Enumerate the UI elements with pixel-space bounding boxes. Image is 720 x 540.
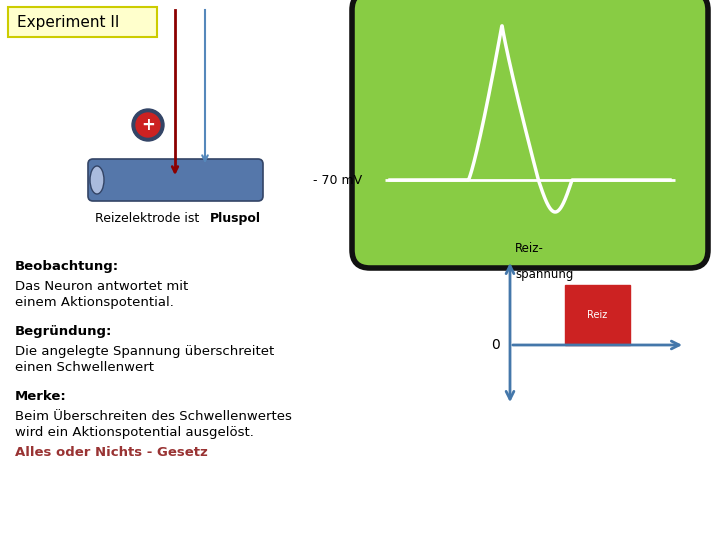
Circle shape bbox=[132, 109, 164, 141]
Text: spannung: spannung bbox=[515, 268, 573, 281]
FancyBboxPatch shape bbox=[8, 7, 157, 37]
Text: Experiment II: Experiment II bbox=[17, 15, 120, 30]
Text: Reiz: Reiz bbox=[588, 310, 608, 320]
Text: Beobachtung:: Beobachtung: bbox=[15, 260, 119, 273]
Text: Die angelegte Spannung überschreitet: Die angelegte Spannung überschreitet bbox=[15, 345, 274, 358]
Text: Begründung:: Begründung: bbox=[15, 325, 112, 338]
Bar bbox=[565, 285, 630, 345]
Text: Pluspol: Pluspol bbox=[210, 212, 261, 225]
FancyBboxPatch shape bbox=[352, 0, 708, 268]
Text: Alles oder Nichts - Gesetz: Alles oder Nichts - Gesetz bbox=[15, 446, 208, 459]
Text: einem Aktionspotential.: einem Aktionspotential. bbox=[15, 296, 174, 309]
Text: +: + bbox=[141, 116, 155, 134]
Text: Beim Überschreiten des Schwellenwertes: Beim Überschreiten des Schwellenwertes bbox=[15, 410, 292, 423]
Text: Merke:: Merke: bbox=[15, 390, 67, 403]
Text: - 70 mV: - 70 mV bbox=[313, 173, 362, 186]
Text: Das Neuron antwortet mit: Das Neuron antwortet mit bbox=[15, 280, 188, 293]
Ellipse shape bbox=[90, 166, 104, 194]
Text: wird ein Aktionspotential ausgelöst.: wird ein Aktionspotential ausgelöst. bbox=[15, 426, 254, 439]
Text: Reiz-: Reiz- bbox=[515, 242, 544, 255]
Text: 0: 0 bbox=[491, 338, 500, 352]
Text: Reizelektrode ist: Reizelektrode ist bbox=[95, 212, 203, 225]
Text: einen Schwellenwert: einen Schwellenwert bbox=[15, 361, 154, 374]
Circle shape bbox=[136, 113, 160, 137]
FancyBboxPatch shape bbox=[88, 159, 263, 201]
